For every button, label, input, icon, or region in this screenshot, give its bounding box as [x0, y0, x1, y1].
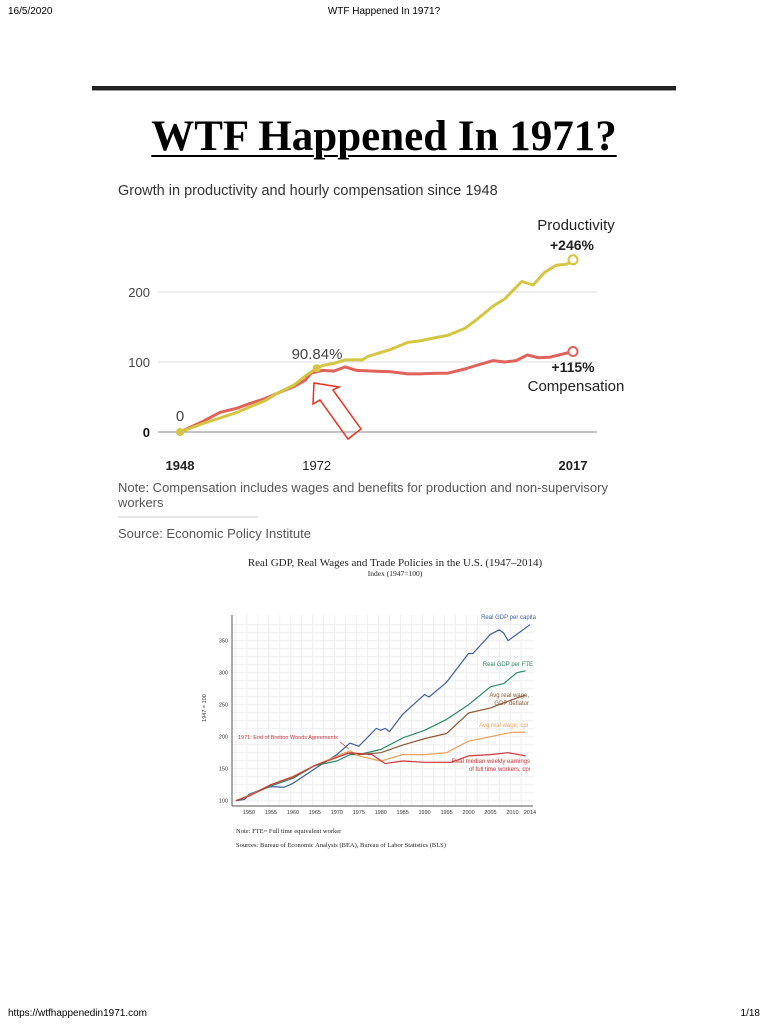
- y-tick-label: 200: [128, 285, 150, 300]
- end-point-marker: [567, 346, 579, 357]
- y-tick-label: 100: [128, 355, 150, 370]
- print-title: WTF Happened In 1971?: [327, 6, 441, 17]
- series-label: Avg real wage, GDP deflator: [489, 693, 529, 707]
- productivity-label: Productivity: [537, 217, 615, 234]
- x-tick-label: 1990: [419, 810, 431, 816]
- x-tick-label: 1972: [302, 458, 331, 473]
- series-line: [235, 752, 526, 802]
- print-date: 16/5/2020: [8, 6, 53, 17]
- chart-subtitle: Index (1947=100): [368, 569, 423, 578]
- chart-note: Note: Compensation includes wages and be…: [117, 480, 608, 510]
- x-tick-label: 1948: [166, 458, 195, 473]
- x-tick-label: 2010: [506, 810, 518, 816]
- chart-title: Real GDP, Real Wages and Trade Policies …: [248, 557, 543, 569]
- page-title: WTF Happened In 1971?: [151, 113, 617, 160]
- start-label: 0: [176, 408, 184, 425]
- x-tick-label: 1960: [287, 810, 299, 816]
- arrow-annotation: [312, 382, 363, 441]
- end-point-marker: [567, 254, 579, 266]
- series-line: [235, 624, 531, 802]
- divider: [92, 86, 676, 91]
- page-number: 1/18: [740, 1008, 760, 1019]
- x-tick-label: 1975: [353, 810, 365, 816]
- series-label: Real GDP per FTE: [483, 662, 533, 668]
- x-tick-label: 1955: [265, 810, 277, 816]
- x-tick-label: 2000: [462, 810, 474, 816]
- y-tick-label: 0: [143, 425, 150, 440]
- series-label: Avg real wage, cpi: [479, 723, 528, 729]
- x-tick-label: 1980: [375, 810, 387, 816]
- productivity-change: +246%: [550, 237, 595, 253]
- mid-point-marker: [312, 364, 321, 373]
- series-line: [235, 670, 526, 802]
- x-tick-label: 2014: [524, 810, 536, 816]
- x-tick-label: 1985: [397, 810, 409, 816]
- compensation-change: +115%: [551, 359, 595, 375]
- chart-title: Growth in productivity and hourly compen…: [118, 183, 498, 199]
- x-tick-label: 1995: [440, 810, 452, 816]
- x-tick-label: 1950: [243, 810, 255, 816]
- x-tick-label: 2017: [559, 458, 588, 473]
- annotation-arrow: [339, 741, 350, 750]
- y-tick-label: 200: [219, 735, 228, 741]
- chart-source: Source: Economic Policy Institute: [118, 526, 311, 541]
- start-point-marker: [176, 428, 184, 436]
- y-tick-label: 300: [219, 671, 228, 677]
- chart-note: Note: FTE= Full time equivalent worker: [236, 828, 342, 835]
- y-tick-label: 250: [219, 703, 228, 709]
- compensation-label: Compensation: [528, 378, 625, 395]
- x-tick-label: 1965: [309, 810, 321, 816]
- series-line-compensation: [179, 350, 574, 434]
- mid-label: 90.84%: [292, 346, 343, 363]
- series-line-productivity: [179, 258, 574, 434]
- x-tick-label: 2005: [484, 810, 496, 816]
- x-tick-label: 1970: [331, 810, 343, 816]
- series-label: Real median weekly earnings of full time …: [452, 759, 530, 773]
- y-tick-label: 150: [219, 767, 228, 773]
- bretton-woods-annotation: 1971: End of Bretton Woods Agreements: [238, 735, 338, 741]
- y-tick-label: 350: [219, 639, 228, 645]
- y-tick-label: 100: [219, 799, 228, 805]
- series-label: Real GDP per capita: [481, 615, 537, 621]
- footer-url[interactable]: https://wtfhappenedin1971.com: [8, 1008, 147, 1019]
- chart-source: Sources: Bureau of Economic Analysis (BE…: [236, 842, 446, 849]
- y-axis-label: 1947 = 100: [202, 694, 208, 722]
